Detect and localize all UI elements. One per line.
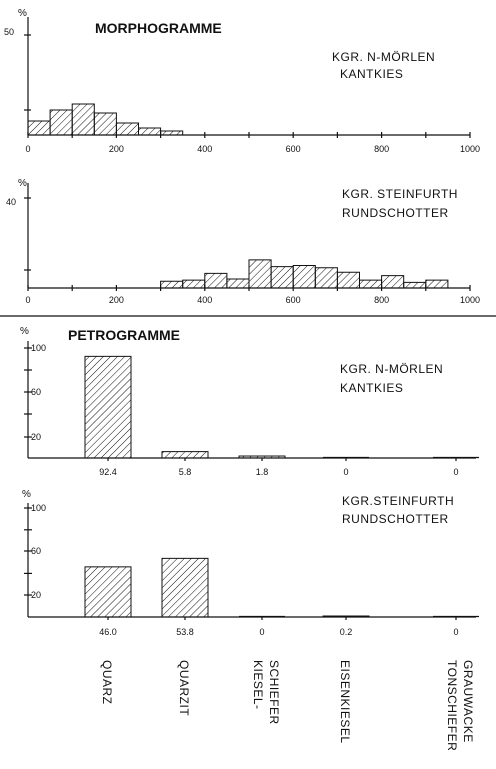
morpho-1-bars (24, 17, 470, 136)
petro-2-y-tick-label-0: 100 (31, 503, 46, 513)
petro-2-y-ticks: 100 60 20 (24, 503, 46, 600)
morpho-1-x-tick-label-2: 400 (197, 144, 212, 154)
category-label-3-line-0: EISENKIESEL (338, 660, 352, 744)
morpho-2-bar-3 (226, 278, 250, 289)
category-label-2-line-1: SCHIEFER (267, 660, 281, 725)
petro-1-value-label-1: 5.8 (179, 467, 192, 477)
morpho-2-bar-8 (336, 271, 360, 289)
morpho-1-bar-3 (93, 112, 117, 136)
morpho-1-bar-5 (138, 127, 162, 136)
petro-1-value-label-0: 92.4 (99, 467, 117, 477)
morpho-1-x-tick-label-0: 0 (25, 144, 30, 154)
morpho-2-bar-12 (425, 279, 449, 289)
petro-2-value-label-0: 46.0 (99, 627, 117, 637)
morpho-1-bar-6 (160, 130, 184, 136)
morpho-2-bar-0 (160, 280, 184, 289)
petro-1-value-labels: 92.4 5.8 1.8 0 0 (99, 467, 458, 477)
petro-2-value-label-4: 0 (453, 627, 458, 637)
morpho-2-x-tick-label-3: 600 (286, 295, 301, 305)
petro-title: PETROGRAMME (68, 327, 180, 343)
petro-2-y-tick-label-2: 20 (31, 590, 41, 600)
morpho-2-bar-1 (182, 279, 206, 289)
petro-1-y-ticks: 100 60 20 (24, 343, 46, 442)
morpho-2-y-tick-label: 40 (6, 197, 16, 207)
petro-1-value-label-3: 0 (343, 467, 348, 477)
morpho-title: MORPHOGRAMME (95, 20, 222, 36)
petro-2-unit: % (22, 489, 31, 500)
morpho-2-note-line-1: KGR. STEINFURTH (342, 187, 458, 201)
category-label-4-line-1: GRAUWACKE (461, 660, 475, 743)
morpho-2-bar-10 (381, 275, 405, 289)
morpho-1-x-tick-label-4: 800 (374, 144, 389, 154)
petro-1-bar-1 (161, 451, 209, 459)
petro-1-value-label-4: 0 (453, 467, 458, 477)
petro-2-bar-0 (84, 566, 132, 618)
morpho-1-bar-4 (115, 122, 140, 136)
morpho-1-x-tick-label-5: 1000 (460, 144, 480, 154)
petro-1-bar-2 (238, 455, 286, 459)
category-label-0-line-0: QUARZ (100, 660, 114, 705)
morpho-2-bars (24, 183, 470, 289)
morpho-1-bar-2 (71, 103, 95, 136)
petro-1-bars (27, 341, 479, 461)
morpho-2-bar-7 (314, 267, 338, 289)
category-label-2-line-0: KIESEL- (251, 660, 265, 710)
petro-2-value-label-1: 53.8 (176, 627, 194, 637)
petro-2-bar-3 (322, 615, 370, 618)
morpho-2-note-line-2: RUNDSCHOTTER (342, 206, 449, 220)
petro-2-note-line-2: RUNDSCHOTTER (342, 512, 449, 526)
morpho-1-bar-1 (49, 109, 73, 136)
morpho-2-x-tick-label-5: 1000 (460, 295, 480, 305)
morpho-2-x-tick-label-2: 400 (197, 295, 212, 305)
morpho-1-x-tick-label-3: 600 (286, 144, 301, 154)
morpho-2-bar-9 (359, 279, 383, 289)
category-label-1-line-0: QUARZIT (177, 660, 191, 716)
petro-1-bar-0 (84, 355, 132, 459)
morpho-2-x-tick-label-1: 200 (109, 295, 124, 305)
petro-2-note-line-1: KGR.STEINFURTH (342, 494, 454, 508)
morpho-1-bar-0 (27, 120, 51, 136)
petro-1-y-tick-label-0: 100 (31, 343, 46, 353)
morpho-1-note-line-2: KANTKIES (340, 67, 403, 81)
category-labels: QUARZ QUARZIT KIESEL- SCHIEFER EISENKIESEL TO… (100, 660, 475, 751)
morpho-panel-steinfurth: KGR. STEINFURTH RUNDSCHOTTER % 40 0 200 40… (6, 178, 480, 305)
morpho-1-unit: % (18, 8, 27, 19)
morpho-1-y-tick-label: 50 (4, 27, 14, 37)
morpho-2-bar-11 (403, 281, 427, 289)
category-label-4-line-0: TONSCHIEFER (445, 660, 459, 751)
morpho-1-note-line-1: KGR. N-MÖRLEN (332, 50, 435, 64)
morpho-2-unit: % (18, 178, 27, 189)
morpho-1-x-ticks: 0 200 400 600 800 1000 (25, 132, 480, 154)
petro-2-bar-1 (161, 557, 209, 618)
morpho-panel-n-moerlen: MORPHOGRAMME KGR. N-MÖRLEN KANTKIES % 50… (4, 8, 480, 154)
petro-panel-steinfurth: KGR.STEINFURTH RUNDSCHOTTER % 100 60 20 46… (22, 489, 479, 637)
morpho-2-bar-5 (270, 266, 294, 289)
petro-2-value-label-3: 0.2 (340, 627, 353, 637)
morpho-2-bar-4 (248, 259, 272, 289)
petro-1-y-tick-label-2: 20 (31, 432, 41, 442)
petro-panel-n-moerlen: PETROGRAMME KGR. N-MÖRLEN KANTKIES % 100… (20, 326, 479, 477)
petro-2-value-labels: 46.0 53.8 0 0.2 0 (99, 627, 458, 637)
petro-1-y-tick-label-1: 60 (31, 387, 41, 397)
morpho-1-x-tick-label-1: 200 (109, 144, 124, 154)
petro-2-y-tick-label-1: 60 (31, 546, 41, 556)
morpho-2-x-ticks: 0 200 400 600 800 1000 (25, 285, 480, 305)
petro-1-note-line-2: KANTKIES (340, 381, 403, 395)
morpho-2-x-tick-label-4: 800 (374, 295, 389, 305)
petro-2-value-label-2: 0 (259, 627, 264, 637)
petro-1-unit: % (20, 326, 29, 337)
morpho-2-bar-6 (292, 265, 316, 289)
petro-1-value-label-2: 1.8 (256, 467, 269, 477)
petro-1-note-line-1: KGR. N-MÖRLEN (340, 362, 443, 376)
morpho-2-bar-2 (204, 272, 228, 289)
petro-2-bars (27, 503, 479, 620)
morpho-2-x-tick-label-0: 0 (25, 295, 30, 305)
